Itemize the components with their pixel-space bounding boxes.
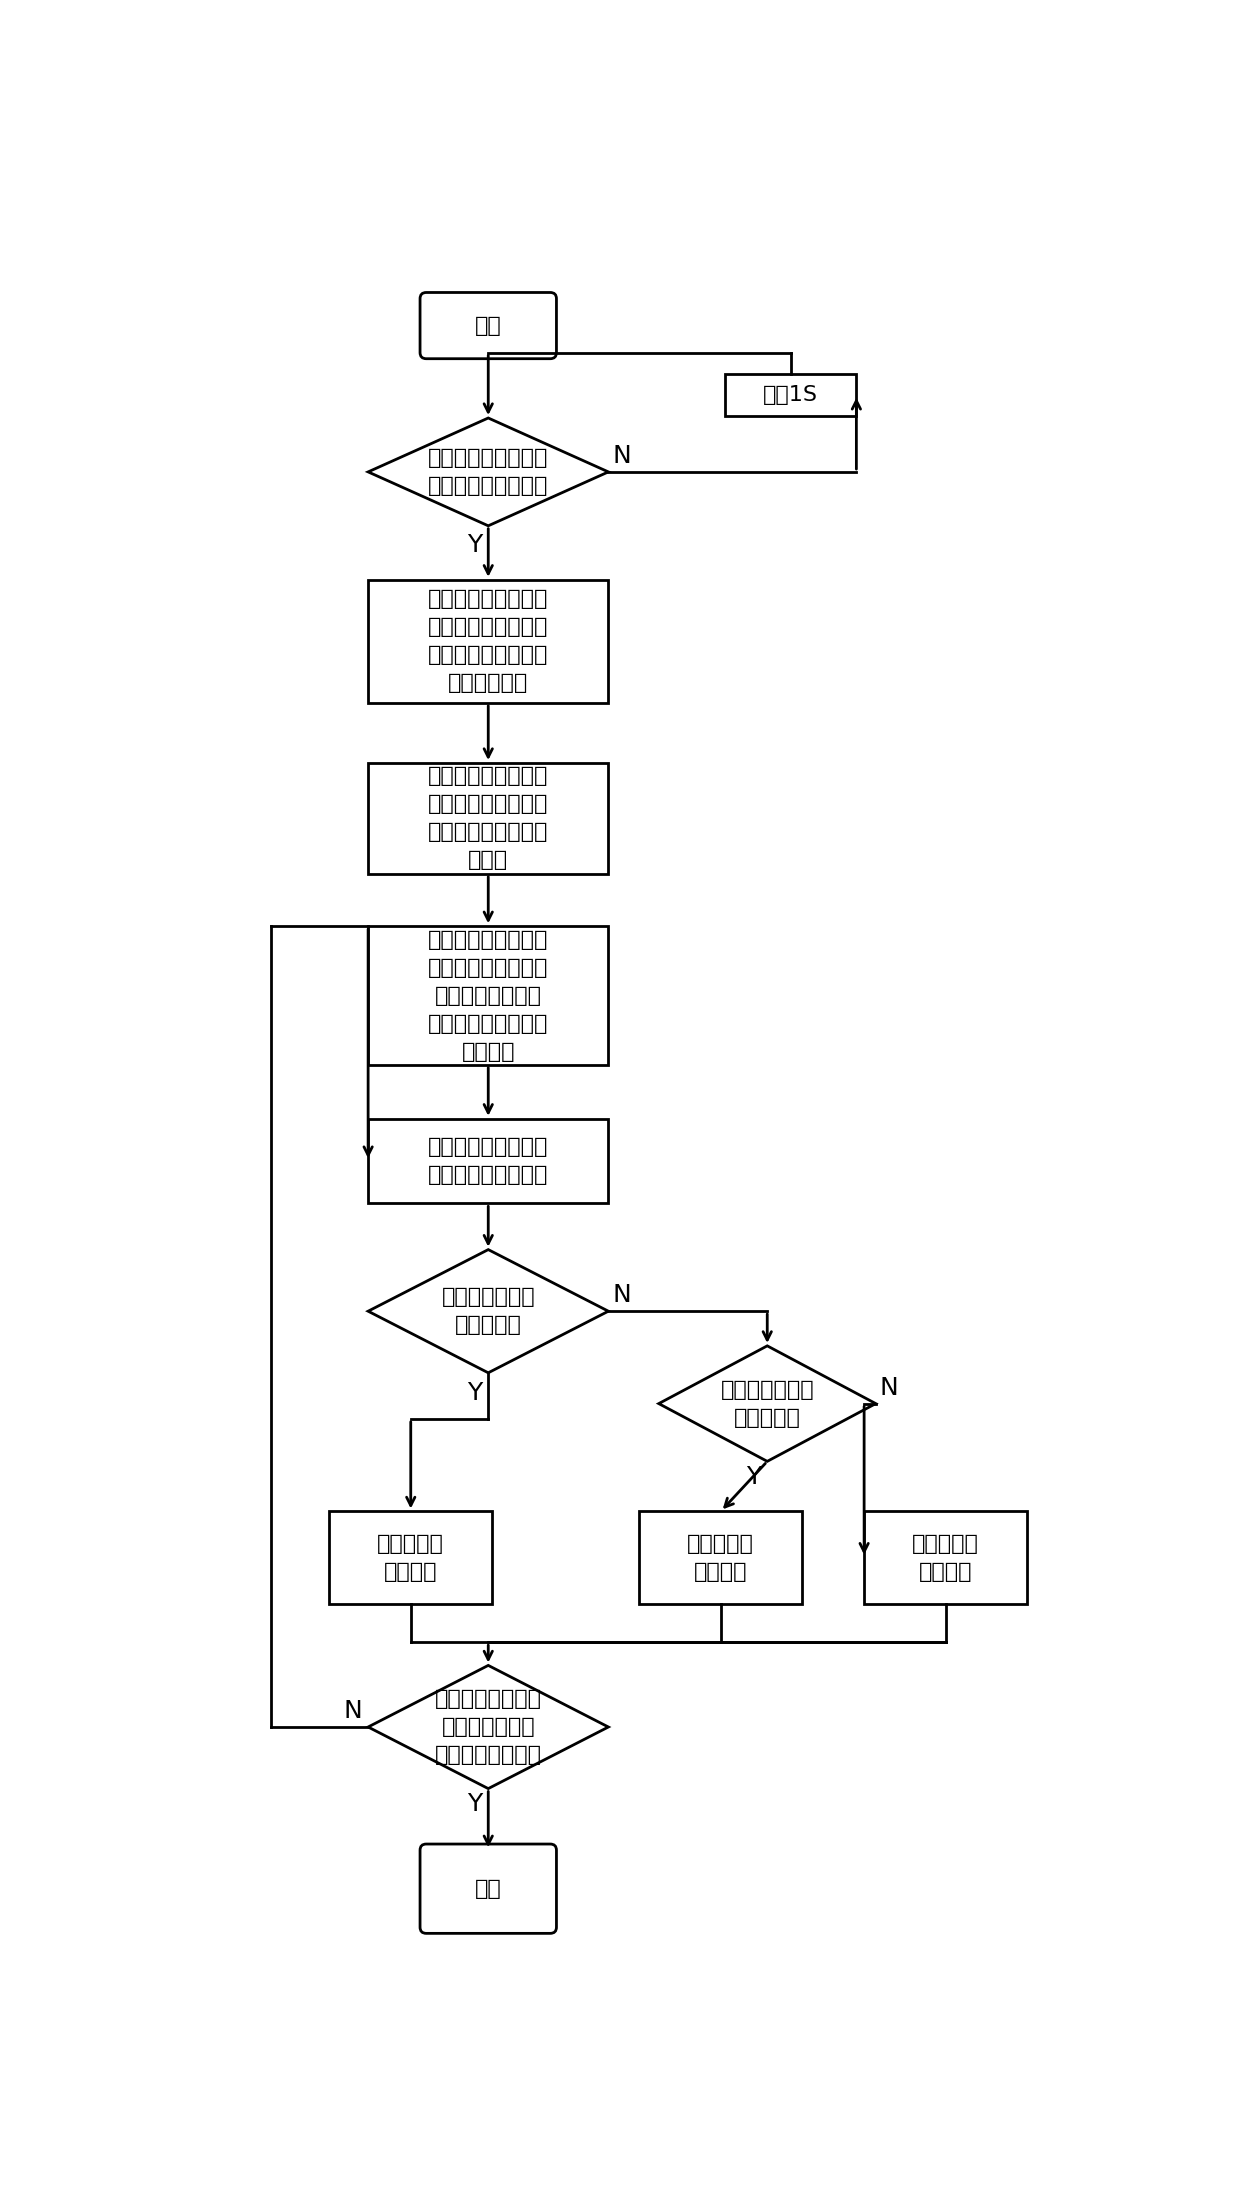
Text: 定位设备通过各个接
入点得测目标位置，
并把位置信息发送给
协调控制系统: 定位设备通过各个接 入点得测目标位置， 并把位置信息发送给 协调控制系统	[428, 590, 548, 693]
Text: N: N	[613, 1283, 631, 1307]
Text: 结束: 结束	[475, 1879, 502, 1899]
FancyBboxPatch shape	[420, 293, 557, 359]
Bar	[724, 374, 857, 416]
Bar	[368, 926, 609, 1065]
Text: Y: Y	[466, 535, 482, 557]
Text: 开始: 开始	[475, 315, 502, 337]
Text: Y: Y	[466, 1793, 482, 1817]
Polygon shape	[368, 1250, 609, 1373]
Polygon shape	[368, 1665, 609, 1789]
Bar	[368, 1118, 609, 1203]
Bar	[368, 581, 609, 704]
Text: 保持加热装
置的功率: 保持加热装 置的功率	[377, 1533, 444, 1582]
Text: N: N	[343, 1698, 362, 1723]
Text: 协同控制系统判断
是否有定位和测
温装置打开或关闭: 协同控制系统判断 是否有定位和测 温装置打开或关闭	[435, 1690, 542, 1764]
Text: 延时1S: 延时1S	[763, 385, 818, 405]
Text: 减小加热装
置的功率: 减小加热装 置的功率	[687, 1533, 754, 1582]
Bar	[864, 1511, 1027, 1604]
Text: N: N	[613, 444, 631, 469]
Text: 接触式温度传感器测
取人体温度，并把温
度信息发送给协调控
制系统: 接触式温度传感器测 取人体温度，并把温 度信息发送给协调控 制系统	[428, 766, 548, 871]
Polygon shape	[368, 418, 609, 526]
Text: 加热装置接受控制策
略，对目标进行加热: 加热装置接受控制策 略，对目标进行加热	[428, 1137, 548, 1186]
Text: 该温度大于计划
达到的温度: 该温度大于计划 达到的温度	[720, 1379, 815, 1428]
Text: Y: Y	[466, 1382, 482, 1404]
Text: 该温度等于计划
达到的温度: 该温度等于计划 达到的温度	[441, 1287, 536, 1335]
Text: 增大加热装
置的功率: 增大加热装 置的功率	[913, 1533, 978, 1582]
Bar	[368, 763, 609, 873]
Polygon shape	[658, 1346, 875, 1461]
Bar	[330, 1511, 492, 1604]
Text: N: N	[879, 1375, 898, 1399]
Text: 协调控制系统根据定
位和测温装置的位置
制定相应的控制策
略，并把策略发送给
加热装置: 协调控制系统根据定 位和测温装置的位置 制定相应的控制策 略，并把策略发送给 加…	[428, 928, 548, 1063]
FancyBboxPatch shape	[420, 1844, 557, 1934]
Bar	[640, 1511, 802, 1604]
Text: Y: Y	[745, 1465, 761, 1489]
Text: 检测是否有定位和测
温装置处于工作状态: 检测是否有定位和测 温装置处于工作状态	[428, 449, 548, 495]
